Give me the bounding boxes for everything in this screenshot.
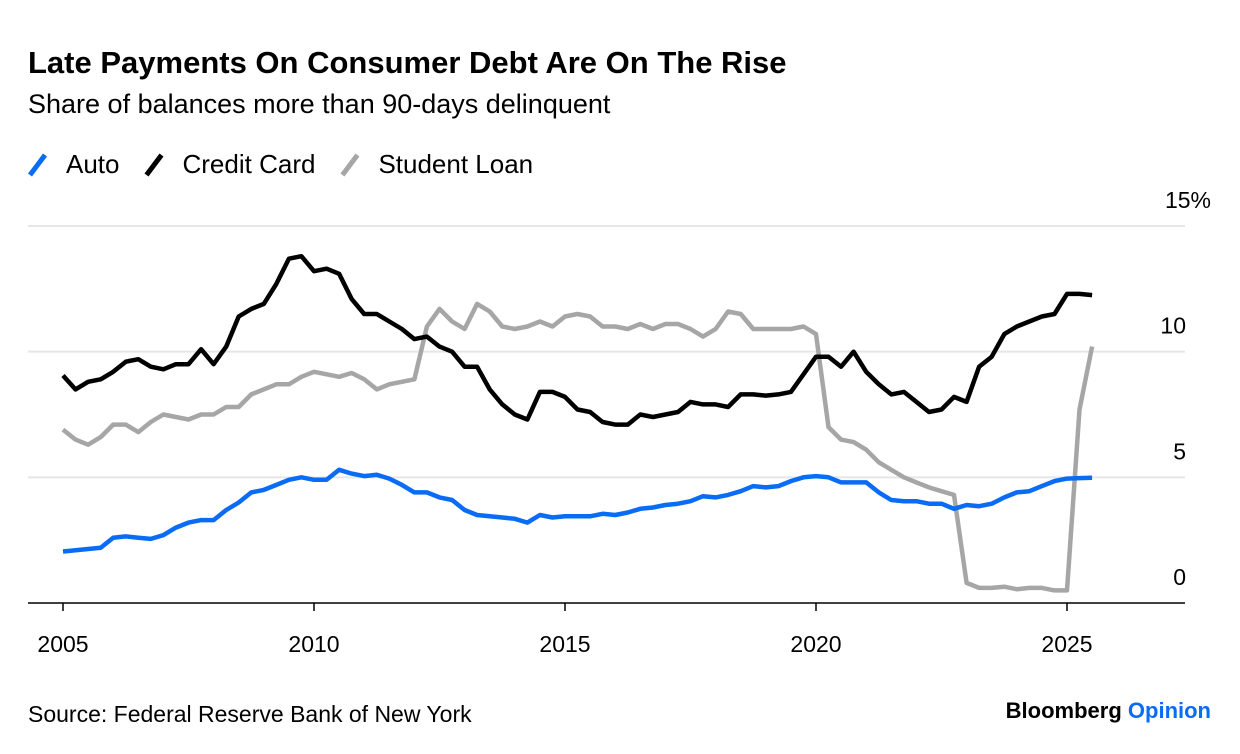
x-tick-label: 2025	[1041, 631, 1092, 657]
x-tick-label: 2020	[790, 631, 841, 657]
brand-name: Bloomberg	[1006, 698, 1122, 723]
series-line	[62, 467, 1093, 554]
chart-subtitle: Share of balances more than 90-days deli…	[28, 89, 611, 119]
legend-label: Auto	[66, 149, 120, 179]
brand: Bloomberg Opinion	[1006, 698, 1211, 723]
series-line	[61, 253, 1093, 427]
series-line	[61, 301, 1095, 593]
legend-swatch	[28, 153, 47, 177]
legend-label: Student Loan	[378, 149, 533, 179]
y-tick-label: 10	[1160, 313, 1186, 339]
legend-item: Student Loan	[340, 149, 533, 179]
legend-item: Auto	[28, 149, 120, 179]
x-tick-label: 2010	[288, 631, 339, 657]
brand-highlight: Opinion	[1128, 698, 1211, 723]
legend-label: Credit Card	[183, 149, 316, 179]
y-tick-label: 5	[1173, 438, 1186, 464]
legend-swatch	[144, 153, 164, 177]
x-tick-label: 2015	[539, 631, 590, 657]
y-tick-label: 15%	[1165, 187, 1211, 213]
source-note: Source: Federal Reserve Bank of New York	[28, 701, 472, 727]
legend-item: Credit Card	[144, 149, 316, 179]
x-tick-label: 2005	[37, 631, 88, 657]
y-tick-label: 0	[1173, 564, 1186, 590]
legend-swatch	[340, 153, 360, 177]
chart-title: Late Payments On Consumer Debt Are On Th…	[28, 45, 787, 80]
